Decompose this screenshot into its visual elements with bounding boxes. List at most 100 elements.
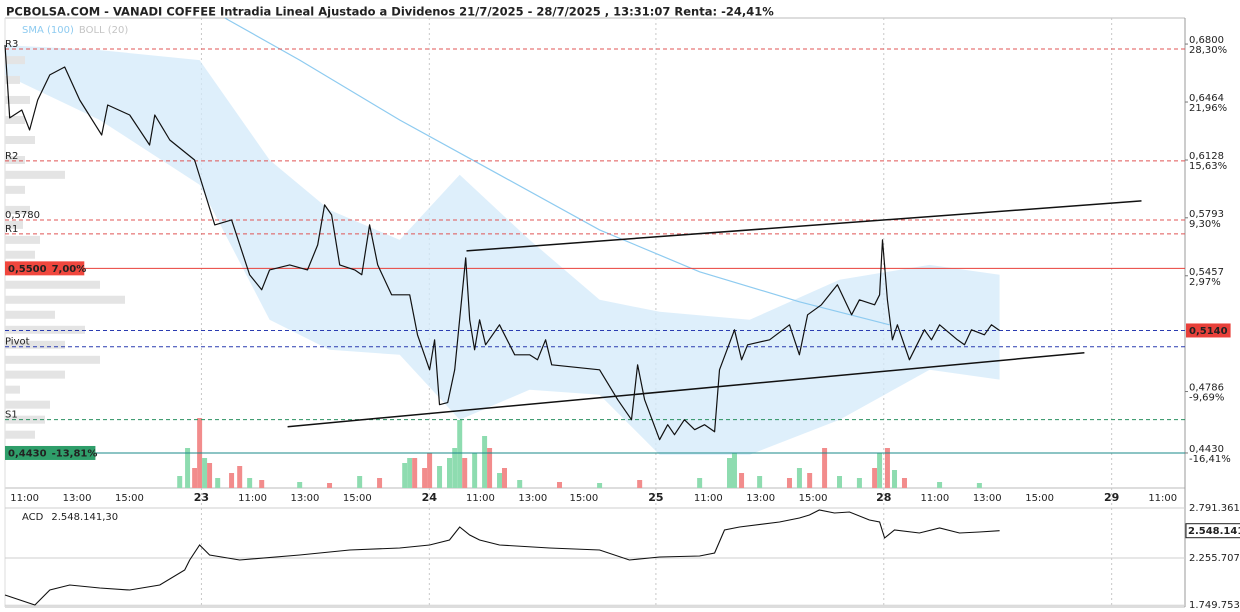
volume-bar <box>377 478 383 488</box>
volume-bar <box>856 478 862 488</box>
legend: SMA (100) BOLL (20) <box>22 25 128 36</box>
y-tick-pct: 21,96% <box>1189 103 1227 114</box>
volume-bar <box>215 478 221 488</box>
y-tick-pct: -16,41% <box>1189 454 1231 465</box>
profile-bar <box>5 280 100 289</box>
volume-bar <box>807 473 813 488</box>
x-tick-label: 11:00 <box>920 493 949 504</box>
level-label: 0,5500 7,00% <box>8 264 86 275</box>
volume-bar <box>202 458 208 488</box>
sma-line <box>224 17 890 326</box>
volume-bar <box>437 466 443 488</box>
y-tick-label: 0,5457 <box>1189 267 1224 278</box>
y-tick-label: 0,4430 <box>1189 444 1224 455</box>
x-tick-label: 15:00 <box>343 493 372 504</box>
profile-bar <box>5 400 50 409</box>
profile-bar <box>5 430 35 439</box>
x-tick-label: 25 <box>648 491 663 504</box>
volume-bar <box>727 458 733 488</box>
volume-bar <box>427 453 433 488</box>
y-tick-label: 0,6128 <box>1189 151 1224 162</box>
acd-name: ACD <box>22 512 44 523</box>
volume-bar <box>976 483 982 488</box>
volume-bar <box>872 468 878 488</box>
profile-bar <box>5 205 30 214</box>
level-label: R2 <box>5 151 18 162</box>
y-tick-label: 2.255.707 <box>1189 553 1240 564</box>
x-tick-label: 13:00 <box>746 493 775 504</box>
volume-bar <box>937 482 943 488</box>
volume-bar <box>422 468 428 488</box>
volume-bar <box>757 476 763 488</box>
volume-bar <box>357 476 363 488</box>
volume-bar <box>407 458 413 488</box>
level-label-value: 0,5140 <box>1189 326 1228 337</box>
volume-bar <box>901 478 907 488</box>
legend-item: BOLL (20) <box>79 25 129 36</box>
level-label: 0,5140 <box>1189 326 1228 337</box>
level-label-box <box>5 261 85 276</box>
volume-bar <box>497 473 503 488</box>
profile-bar <box>5 340 65 349</box>
volume-bar <box>457 420 463 488</box>
volume-bar <box>517 480 523 488</box>
trend-line <box>466 200 1142 252</box>
y-tick-pct: 9,30% <box>1189 219 1221 230</box>
y-tick-label: 2.791.361 <box>1189 503 1240 514</box>
profile-bar <box>5 415 45 424</box>
y-tick-label: 0,5793 <box>1189 209 1224 220</box>
volume-bar <box>884 448 890 488</box>
volume-bar <box>192 468 198 488</box>
level-label: 0,4430 -13,81% <box>8 448 97 459</box>
volume-bar <box>229 473 235 488</box>
profile-bar <box>5 370 65 379</box>
volume-bar <box>247 478 253 488</box>
profile-bar <box>5 115 25 124</box>
volume-bar <box>557 482 563 488</box>
volume-bar <box>892 470 898 488</box>
y-tick-label: 1.749.753 <box>1189 600 1240 611</box>
profile-bar <box>5 220 23 229</box>
x-tick-label: 13:00 <box>290 493 319 504</box>
volume-bar <box>502 468 508 488</box>
level-label-box <box>5 445 96 460</box>
level-label: S1 <box>5 410 18 421</box>
y-tick-label: 0,4786 <box>1189 383 1224 394</box>
trend-line <box>287 351 1085 428</box>
level-label-pct: 7,00% <box>52 264 87 275</box>
y-tick-pct: 28,30% <box>1189 45 1227 56</box>
level-label: 0,5780 <box>5 210 40 221</box>
acd-current-box <box>1185 523 1240 539</box>
volume-bar <box>597 483 603 488</box>
acd-label: ACD 2.548.141,30 <box>22 512 118 523</box>
x-tick-label: 11:00 <box>10 493 39 504</box>
profile-bar <box>5 310 55 319</box>
legend-item: SMA (100) <box>22 25 74 36</box>
y-tick-label: 0,6464 <box>1189 93 1224 104</box>
x-tick-label: 15:00 <box>115 493 144 504</box>
volume-bar <box>446 458 452 488</box>
x-tick-label: 13:00 <box>973 493 1002 504</box>
volume-bar <box>327 483 333 488</box>
x-tick-label: 11:00 <box>466 493 495 504</box>
volume-bar <box>637 480 643 488</box>
profile-bar <box>5 156 25 165</box>
x-tick-label: 23 <box>194 491 209 504</box>
level-label: R1 <box>5 224 18 235</box>
x-tick-label: 24 <box>422 491 438 504</box>
x-tick-label: 15:00 <box>799 493 828 504</box>
chart-title: PCBOLSA.COM - VANADI COFFEE Intradia Lin… <box>6 5 774 19</box>
volume-bar <box>452 448 458 488</box>
profile-bar <box>5 250 35 259</box>
volume-bar <box>739 473 745 488</box>
level-label-value: 0,5500 <box>8 264 47 275</box>
profile-bar <box>5 75 20 84</box>
profile-bar <box>5 185 25 194</box>
profile-bar <box>5 170 65 179</box>
volume-bar <box>786 478 792 488</box>
x-tick-label: 13:00 <box>63 493 92 504</box>
level-label: R3 <box>5 39 18 50</box>
volume-bar <box>877 453 883 488</box>
volume-bar <box>237 466 243 488</box>
x-tick-label: 11:00 <box>1148 493 1177 504</box>
